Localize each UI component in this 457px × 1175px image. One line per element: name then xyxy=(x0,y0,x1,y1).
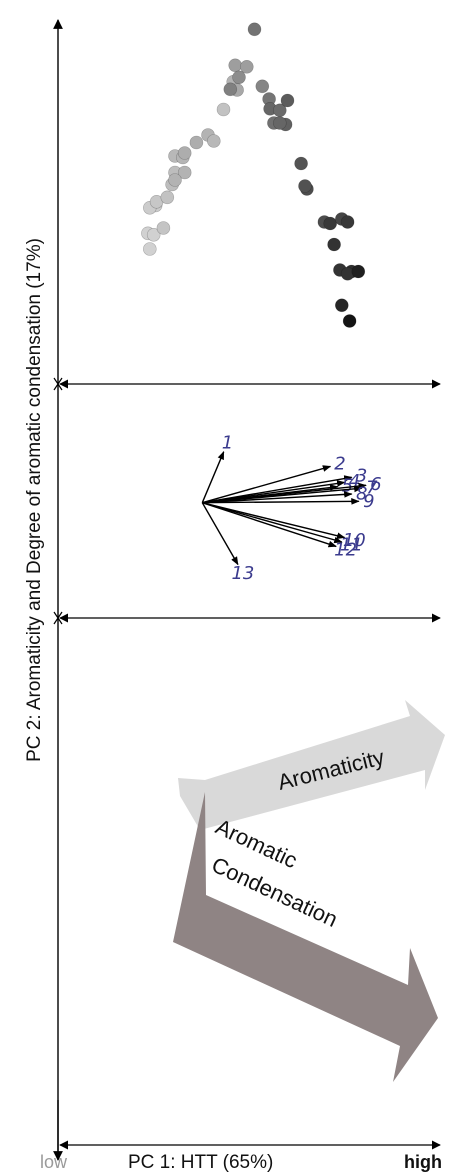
y-axis-label: PC 2: Aromaticity and Degree of aromatic… xyxy=(24,238,45,762)
loading-label-4: 4 xyxy=(349,471,360,492)
score-point-48 xyxy=(342,314,357,328)
axis-break-mark-1 xyxy=(53,377,63,391)
score-point-12 xyxy=(177,165,192,180)
loading-label-5: 5 xyxy=(342,476,353,497)
loading-label-10: 10 xyxy=(343,530,366,551)
loading-label-7: 7 xyxy=(366,477,378,498)
score-point-18 xyxy=(207,134,221,148)
score-point-33 xyxy=(272,116,287,130)
loading-vector-13 xyxy=(201,502,239,566)
loading-vector-2 xyxy=(202,465,332,504)
score-point-41 xyxy=(340,215,355,229)
score-point-22 xyxy=(228,58,242,73)
condensation-arrow: Aromatic Condensation xyxy=(173,792,438,1082)
score-point-19 xyxy=(216,102,231,117)
score-plot xyxy=(141,22,366,328)
score-point-15 xyxy=(177,146,192,160)
score-point-1 xyxy=(143,242,157,256)
loading-vector-12 xyxy=(202,502,337,548)
score-point-35 xyxy=(294,156,308,171)
loading-vector-8 xyxy=(202,491,353,504)
loading-label-9: 9 xyxy=(363,491,374,512)
score-point-8 xyxy=(160,190,175,205)
score-point-42 xyxy=(327,237,341,252)
score-point-47 xyxy=(334,298,349,313)
score-point-25 xyxy=(223,82,238,97)
score-point-46 xyxy=(351,264,366,279)
loading-label-12: 12 xyxy=(334,540,357,561)
axis-break-mark-2 xyxy=(53,611,63,625)
x-axis-high-label: high xyxy=(404,1152,442,1172)
loading-vector-7 xyxy=(202,485,363,504)
loading-label-1: 1 xyxy=(222,433,233,454)
score-point-16 xyxy=(189,135,204,150)
loading-vector-10 xyxy=(202,502,346,540)
aromaticity-arrow: Aromaticity xyxy=(178,700,445,830)
x-axis-label: PC 1: HTT (65%) xyxy=(128,1152,273,1173)
loading-vector-9 xyxy=(202,498,360,505)
score-point-27 xyxy=(255,79,270,94)
score-point-14 xyxy=(168,173,182,187)
score-point-39 xyxy=(323,216,338,231)
loading-label-11: 11 xyxy=(340,535,363,556)
score-point-3 xyxy=(146,228,161,242)
loading-label-8: 8 xyxy=(356,483,367,504)
loading-vector-1 xyxy=(201,451,225,503)
loading-label-3: 3 xyxy=(356,466,367,487)
loading-label-13: 13 xyxy=(231,563,254,584)
loading-label-6: 6 xyxy=(370,474,381,495)
score-point-7 xyxy=(156,221,171,235)
score-point-26 xyxy=(247,22,262,37)
score-point-34 xyxy=(280,93,295,108)
x-axis-low-label: low xyxy=(40,1152,68,1172)
score-point-23 xyxy=(240,60,254,74)
loading-vector-11 xyxy=(202,502,343,544)
score-point-24 xyxy=(232,70,246,85)
loading-label-2: 2 xyxy=(334,454,345,475)
score-point-37 xyxy=(298,179,312,193)
